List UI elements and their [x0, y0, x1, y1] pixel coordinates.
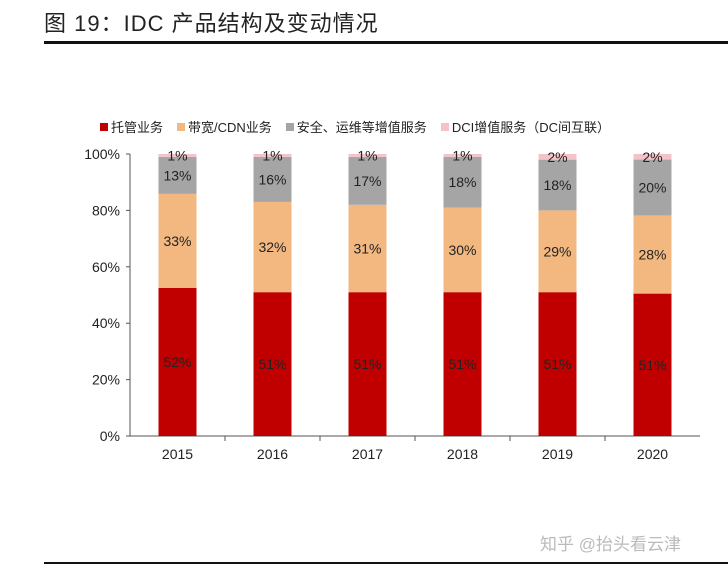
data-label: 52% [163, 354, 191, 370]
x-tick-label: 2019 [542, 446, 573, 462]
legend-item: DCI增值服务（DC间互联） [440, 117, 610, 136]
bar-segment [538, 292, 577, 436]
data-label: 1% [167, 147, 187, 163]
bar-segment [443, 207, 482, 293]
legend-item: 带宽/CDN业务 [177, 117, 272, 136]
data-label: 1% [357, 147, 377, 163]
bar-segment [253, 156, 292, 202]
y-tick-label: 80% [92, 202, 120, 218]
y-tick-label: 60% [92, 259, 120, 275]
legend: 托管业务 带宽/CDN业务 安全、运维等增值服务 DCI增值服务（DC间互联） [100, 117, 610, 136]
data-label: 1% [262, 147, 282, 163]
bar-segment [158, 156, 197, 194]
data-label: 18% [543, 177, 571, 193]
data-label: 51% [258, 356, 286, 372]
data-label: 2% [642, 149, 662, 165]
bar-segment [253, 201, 292, 293]
data-label: 20% [638, 180, 666, 196]
legend-label: 带宽/CDN业务 [188, 120, 272, 135]
bar-segment [158, 193, 197, 288]
data-label: 28% [638, 247, 666, 263]
bar-segment [443, 154, 482, 157]
top-rule [44, 41, 728, 44]
bottom-rule [44, 562, 728, 564]
legend-label: 安全、运维等增值服务 [296, 120, 427, 135]
bar-segment [633, 293, 672, 436]
data-label: 30% [448, 242, 476, 258]
data-label: 51% [353, 356, 381, 372]
y-tick-label: 40% [92, 315, 120, 331]
bar-segment [348, 292, 387, 436]
bar-segment [538, 210, 577, 293]
watermark: 知乎 @抬头看云津 [540, 535, 681, 554]
legend-swatch [100, 122, 108, 131]
bar-segment [348, 204, 387, 293]
x-tick-label: 2017 [352, 446, 383, 462]
bar-segment [443, 156, 482, 208]
figure-title: 图 19：IDC 产品结构及变动情况 [44, 11, 379, 36]
data-label: 29% [543, 243, 571, 259]
data-label: 13% [163, 167, 191, 183]
y-tick-label: 100% [84, 146, 120, 162]
x-tick-label: 2020 [637, 446, 668, 462]
legend-label: 托管业务 [111, 120, 164, 135]
legend-label: DCI增值服务（DC间互联） [451, 120, 610, 135]
data-label: 33% [163, 233, 191, 249]
data-label: 51% [543, 356, 571, 372]
legend-swatch [285, 122, 294, 131]
bar-segment [348, 156, 387, 205]
bar-segment [443, 292, 482, 436]
bar-segment [158, 287, 197, 436]
bar-segment [633, 215, 672, 294]
bar-segment [538, 159, 577, 211]
data-label: 32% [258, 239, 286, 255]
data-label: 16% [258, 171, 286, 187]
data-label: 51% [638, 357, 666, 373]
bar-segment [538, 154, 577, 160]
bar-segment [348, 154, 387, 157]
bar-segment [633, 154, 672, 160]
x-tick-label: 2016 [257, 446, 288, 462]
bar-segment [253, 292, 292, 436]
legend-swatch [177, 122, 186, 131]
data-label: 2% [547, 149, 567, 165]
data-label: 31% [353, 240, 381, 256]
bar-segment [633, 159, 672, 216]
bar-segment [253, 154, 292, 157]
y-tick-label: 20% [92, 372, 120, 388]
legend-item: 安全、运维等增值服务 [285, 117, 427, 136]
x-tick-label: 2015 [162, 446, 193, 462]
data-label: 51% [448, 356, 476, 372]
bar-segment [158, 154, 197, 157]
data-label: 17% [353, 173, 381, 189]
data-label: 1% [452, 147, 472, 163]
data-label: 18% [448, 174, 476, 190]
legend-swatch [440, 122, 449, 131]
y-tick-label: 0% [100, 428, 120, 444]
legend-item: 托管业务 [100, 117, 163, 136]
x-tick-label: 2018 [447, 446, 478, 462]
